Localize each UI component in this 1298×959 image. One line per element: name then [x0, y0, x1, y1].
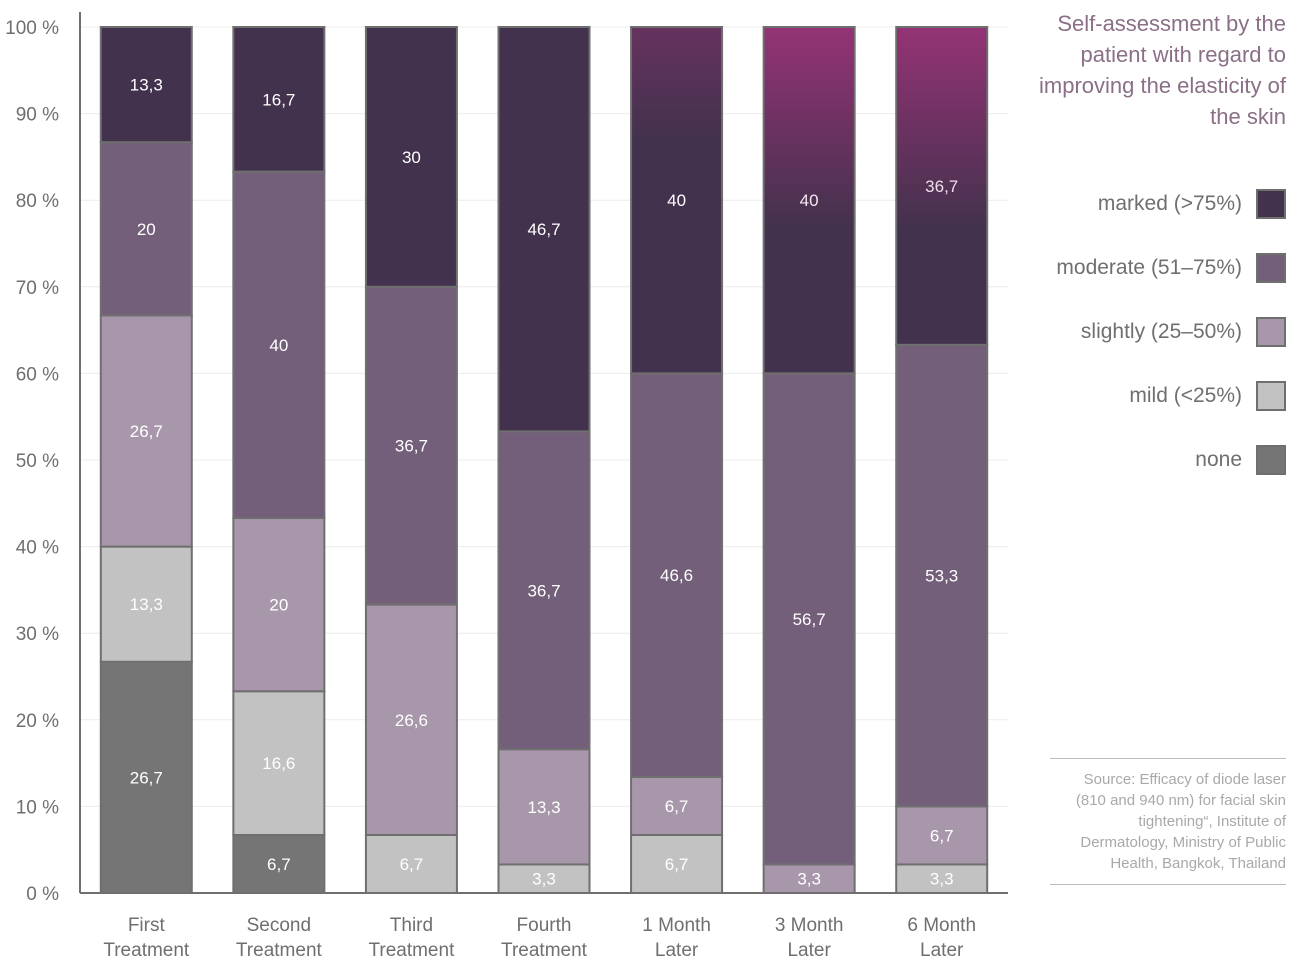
legend-swatch — [1256, 445, 1286, 475]
data-label: 6,7 — [400, 855, 424, 874]
data-label: 53,3 — [925, 567, 958, 586]
y-tick-label: 100 % — [5, 18, 59, 39]
data-label: 36,7 — [527, 581, 560, 600]
legend-label: moderate (51–75%) — [1056, 256, 1242, 279]
bars: 26,7 13,3 26,7 20 13,3 6,7 16,6 20 40 16,7 6,7 26,6… — [99, 26, 989, 895]
bar-segment — [99, 141, 193, 317]
bar-highlight — [764, 28, 854, 228]
bar-segment — [364, 603, 458, 836]
data-label: 16,6 — [262, 754, 295, 773]
x-tick-label: Later — [920, 940, 964, 959]
legend-item-marked: marked (>75%) — [1016, 188, 1286, 220]
legend-item-slightly: slightly (25–50%) — [1016, 316, 1286, 348]
x-tick-label: Treatment — [236, 940, 323, 959]
y-tick-label: 60 % — [16, 364, 59, 385]
x-tick-label: Later — [655, 940, 699, 959]
bar-segment — [497, 26, 591, 433]
data-label: 13,3 — [130, 595, 163, 614]
legend-swatch — [1256, 253, 1286, 283]
bar-segment — [497, 748, 591, 866]
chart-title: Self-assessment by the patient with rega… — [1039, 11, 1286, 129]
data-label: 20 — [269, 596, 288, 615]
bar-segment — [364, 833, 458, 895]
data-label: 36,7 — [395, 437, 428, 456]
bar-segment — [99, 26, 193, 144]
legend-swatch — [1256, 317, 1286, 347]
bar-segment — [99, 314, 193, 548]
data-label: 6,7 — [665, 855, 689, 874]
legend-item-moderate: moderate (51–75%) — [1016, 252, 1286, 284]
x-tick-label: First — [128, 915, 166, 936]
x-tick-label: 1 Month — [642, 915, 711, 936]
data-label: 3,3 — [532, 870, 556, 889]
data-label: 6,7 — [930, 826, 954, 845]
bar-segment — [364, 285, 458, 606]
bar-segment — [232, 170, 326, 520]
bar-segment — [497, 863, 591, 894]
bar-segment — [630, 833, 724, 895]
x-tick-label: Treatment — [501, 940, 588, 959]
x-tick-label: Fourth — [517, 915, 572, 936]
source-note: Source: Efficacy of diode laser (810 and… — [1050, 758, 1286, 885]
y-tick-label: 30 % — [16, 624, 59, 645]
y-tick-label: 70 % — [16, 278, 59, 299]
legend: marked (>75%) moderate (51–75%) slightly… — [1016, 188, 1286, 508]
data-label: 46,7 — [527, 220, 560, 239]
y-tick-label: 10 % — [16, 797, 59, 818]
data-label: 46,6 — [660, 566, 693, 585]
bar-segment — [99, 660, 193, 895]
y-tick-label: 20 % — [16, 711, 59, 732]
x-tick-label: Third — [390, 915, 433, 936]
y-tick-label: 90 % — [16, 105, 59, 126]
data-label: 26,7 — [130, 422, 163, 441]
bar-segment — [762, 372, 856, 866]
bar-segment — [99, 545, 193, 663]
data-label: 26,6 — [395, 711, 428, 730]
legend-swatch — [1256, 381, 1286, 411]
legend-item-none: none — [1016, 444, 1286, 476]
legend-label: none — [1195, 448, 1242, 471]
y-axis: 0 % 10 % 20 % 30 % 40 % 50 % 60 % 70 % 80 % 90 % 1… — [5, 12, 81, 905]
y-tick-label: 80 % — [16, 191, 59, 212]
y-tick-label: 50 % — [16, 451, 59, 472]
y-tick-label: 40 % — [16, 538, 59, 559]
data-label: 13,3 — [130, 76, 163, 95]
data-label: 30 — [402, 148, 421, 167]
x-tick-label: 6 Month — [907, 915, 976, 936]
x-tick-label: Later — [787, 940, 831, 959]
bar-segment — [364, 26, 458, 288]
legend-swatch — [1256, 189, 1286, 219]
x-axis: First Treatment Second Treatment Third Treatm… — [80, 892, 1008, 959]
data-label: 56,7 — [793, 610, 826, 629]
bar-highlight — [897, 28, 987, 228]
legend-label: marked (>75%) — [1097, 192, 1242, 215]
data-label: 40 — [269, 336, 288, 355]
x-tick-label: Second — [247, 915, 311, 936]
stacked-bar-chart: 0 % 10 % 20 % 30 % 40 % 50 % 60 % 70 % 80 % 90 % 1… — [5, 12, 1008, 959]
data-label: 3,3 — [797, 870, 821, 889]
bar-segment — [895, 343, 989, 808]
data-label: 6,7 — [267, 855, 291, 874]
data-label: 13,3 — [527, 798, 560, 817]
legend-label: slightly (25–50%) — [1080, 320, 1242, 343]
bar-segment — [232, 26, 326, 173]
y-tick-label: 0 % — [26, 884, 59, 905]
legend-label: mild (<25%) — [1129, 384, 1242, 407]
data-label: 20 — [137, 220, 156, 239]
x-tick-label: Treatment — [103, 940, 190, 959]
data-label: 40 — [667, 191, 686, 210]
data-label: 26,7 — [130, 768, 163, 787]
bar-segment — [762, 863, 856, 894]
x-tick-label: Treatment — [368, 940, 455, 959]
bar-segment — [630, 372, 724, 778]
bar-segment — [895, 863, 989, 894]
data-label: 3,3 — [930, 870, 954, 889]
data-label: 16,7 — [262, 90, 295, 109]
x-tick-label: 3 Month — [775, 915, 844, 936]
bar-highlight — [632, 28, 722, 138]
bar-segment — [630, 775, 724, 836]
legend-item-mild: mild (<25%) — [1016, 380, 1286, 412]
data-label: 6,7 — [665, 797, 689, 816]
